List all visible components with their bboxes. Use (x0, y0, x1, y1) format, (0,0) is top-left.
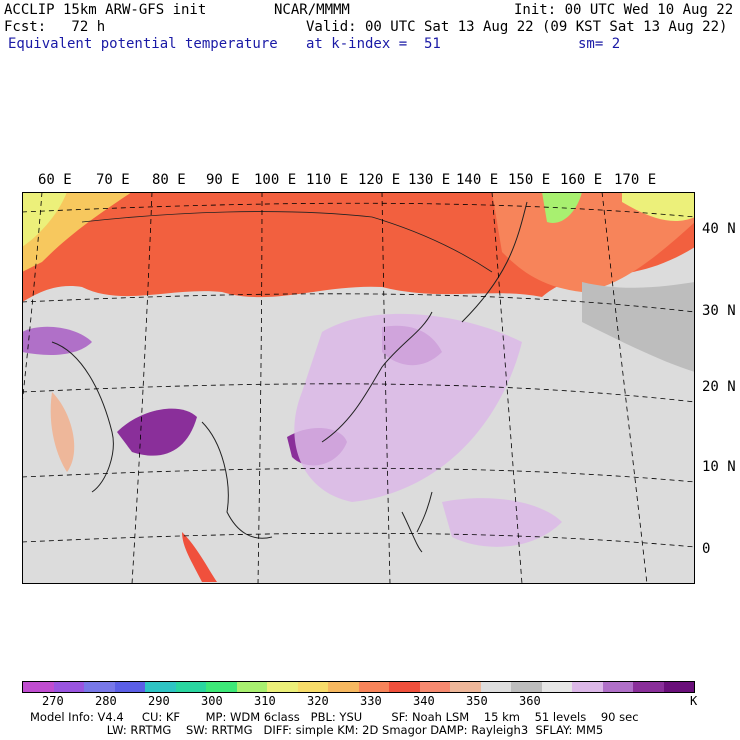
red-patch-sumatra (182, 532, 217, 582)
level-index: at k-index = 51 (306, 36, 441, 52)
colorbar-swatch (480, 682, 511, 692)
yellow-patch-west (22, 192, 67, 247)
org-label: NCAR/MMMM (274, 2, 350, 18)
colorbar-tick: 360 (519, 694, 541, 708)
yellow-patch-east (622, 192, 695, 222)
longitude-label: 160 E (560, 172, 603, 188)
smoothing: sm= 2 (578, 36, 621, 52)
colorbar-swatch (602, 682, 633, 692)
colorbar-swatch (389, 682, 420, 692)
colorbar-swatch (267, 682, 298, 692)
colorbar-swatch (206, 682, 237, 692)
valid-time: Valid: 00 UTC Sat 13 Aug 22 (09 KST Sat … (306, 19, 728, 35)
colorbar-swatch (358, 682, 389, 692)
colorbar-swatch (541, 682, 572, 692)
longitude-label: 130 E (408, 172, 451, 188)
colorbar-swatch (572, 682, 603, 692)
colorbar-swatch (236, 682, 267, 692)
border-north (81, 211, 493, 273)
colorbar-tick: 330 (360, 694, 382, 708)
colorbar-tick: 270 (42, 694, 64, 708)
tan-patch-india (50, 392, 75, 472)
colorbar-tick: 300 (201, 694, 223, 708)
colorbar-tick: 310 (254, 694, 276, 708)
longitude-label: 90 E (206, 172, 240, 188)
longitude-label: 170 E (614, 172, 657, 188)
warm-band-pacific (492, 192, 695, 292)
latitude-label: 0 (702, 541, 711, 557)
coast-china (321, 311, 433, 443)
colorbar-swatch (328, 682, 359, 692)
colorbar-tick: 350 (466, 694, 488, 708)
coast-japan (461, 201, 528, 323)
colorbar-swatch (23, 682, 54, 692)
field-name: Equivalent potential temperature (8, 36, 278, 52)
colorbar (22, 681, 695, 693)
longitude-label: 80 E (152, 172, 186, 188)
map-frame (22, 192, 695, 584)
coast-philippines (401, 491, 433, 553)
purple-zone-arabian (22, 326, 92, 355)
latitude-label: 10 N (702, 459, 736, 475)
longitude-label: 60 E (38, 172, 72, 188)
purple-zone-bay-of-bengal (117, 408, 197, 456)
colorbar-unit: K (690, 694, 698, 708)
footer-model-info: Model Info: V4.4 CU: KF MP: WDM 6class P… (30, 710, 639, 724)
coast-india (51, 341, 114, 493)
colorbar-swatch (114, 682, 145, 692)
footer-physics: LW: RRTMG SW: RRTMG DIFF: simple KM: 2D … (30, 723, 604, 737)
green-patch-north (542, 192, 582, 223)
colorbar-swatch (53, 682, 84, 692)
latitude-label: 30 N (702, 303, 736, 319)
colorbar-swatch (84, 682, 115, 692)
longitude-label: 120 E (358, 172, 401, 188)
lavender-zone-west-pacific (294, 313, 522, 502)
longitude-label: 110 E (306, 172, 349, 188)
coast-indochina (201, 421, 273, 539)
colorbar-swatch (450, 682, 481, 692)
colorbar-swatch (419, 682, 450, 692)
model-title: ACCLIP 15km ARW-GFS init (4, 2, 207, 18)
longitude-label: 150 E (508, 172, 551, 188)
colorbar-tick: 340 (413, 694, 435, 708)
colorbar-swatch (297, 682, 328, 692)
theta-e-map (22, 192, 695, 584)
colorbar-swatch (175, 682, 206, 692)
colorbar-swatch (633, 682, 664, 692)
graticule (22, 192, 695, 584)
longitude-label: 140 E (456, 172, 499, 188)
grey-zone-east (582, 282, 695, 372)
init-time: Init: 00 UTC Wed 10 Aug 22 (514, 2, 734, 18)
longitude-label: 70 E (96, 172, 130, 188)
longitude-label: 100 E (254, 172, 297, 188)
colorbar-swatch (511, 682, 542, 692)
latitude-label: 20 N (702, 379, 736, 395)
colorbar-swatch (663, 682, 694, 692)
colorbar-tick: 320 (307, 694, 329, 708)
forecast-hour: Fcst: 72 h (4, 19, 106, 35)
colorbar-swatch (145, 682, 176, 692)
latitude-label: 40 N (702, 221, 736, 237)
colorbar-tick: 280 (95, 694, 117, 708)
colorbar-tick: 290 (148, 694, 170, 708)
